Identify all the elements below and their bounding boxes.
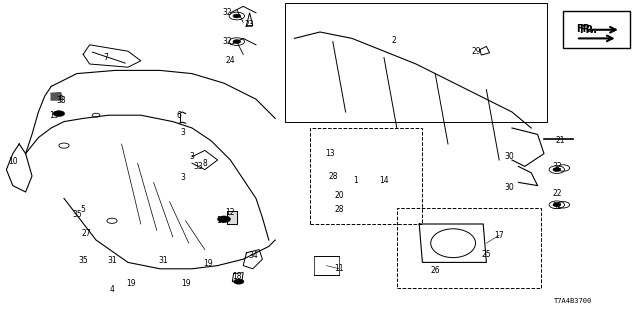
Text: 11: 11 xyxy=(335,264,344,273)
Polygon shape xyxy=(227,211,237,224)
Circle shape xyxy=(233,40,241,44)
Bar xyxy=(310,128,422,224)
Text: 12: 12 xyxy=(226,208,235,217)
Text: 32: 32 xyxy=(552,202,562,211)
Circle shape xyxy=(53,111,65,116)
Circle shape xyxy=(233,14,241,18)
Text: 21: 21 xyxy=(556,136,564,145)
Bar xyxy=(285,3,547,122)
Text: 33: 33 xyxy=(56,96,66,105)
Text: 5: 5 xyxy=(81,205,86,214)
Text: 8: 8 xyxy=(202,159,207,168)
Text: 6: 6 xyxy=(177,111,182,120)
Text: 24: 24 xyxy=(225,56,236,65)
Bar xyxy=(397,208,541,288)
Text: 13: 13 xyxy=(324,149,335,158)
Text: 16: 16 xyxy=(216,216,226,225)
Text: 3: 3 xyxy=(180,173,185,182)
Text: 30: 30 xyxy=(504,183,514,192)
Circle shape xyxy=(218,216,230,222)
Text: 9: 9 xyxy=(58,95,63,104)
Text: 15: 15 xyxy=(49,111,60,120)
Circle shape xyxy=(553,203,561,207)
Text: 34: 34 xyxy=(248,252,258,260)
Text: 20: 20 xyxy=(334,191,344,200)
Text: 4: 4 xyxy=(109,285,115,294)
Text: 14: 14 xyxy=(379,176,389,185)
FancyArrowPatch shape xyxy=(92,52,125,63)
Text: 3: 3 xyxy=(189,152,195,161)
Text: 19: 19 xyxy=(203,260,213,268)
Text: 2: 2 xyxy=(391,36,396,44)
Text: 28: 28 xyxy=(335,205,344,214)
Text: 35: 35 xyxy=(72,210,82,219)
Text: 33: 33 xyxy=(193,162,204,171)
Text: 22: 22 xyxy=(552,189,561,198)
Text: 35: 35 xyxy=(78,256,88,265)
Text: 31: 31 xyxy=(158,256,168,265)
Circle shape xyxy=(553,168,561,172)
Text: 18: 18 xyxy=(232,272,241,281)
Text: 19: 19 xyxy=(180,279,191,288)
Text: 31: 31 xyxy=(107,256,117,265)
Circle shape xyxy=(234,279,244,284)
Text: 28: 28 xyxy=(328,172,337,180)
Text: 23: 23 xyxy=(244,20,255,28)
Text: 27: 27 xyxy=(81,229,92,238)
Text: 32: 32 xyxy=(222,37,232,46)
Text: 10: 10 xyxy=(8,157,18,166)
Text: 3: 3 xyxy=(180,128,185,137)
Text: 29: 29 xyxy=(472,47,482,56)
Text: T7A4B3700: T7A4B3700 xyxy=(554,298,592,304)
Text: 26: 26 xyxy=(430,266,440,275)
Text: 7: 7 xyxy=(103,53,108,62)
Text: 32: 32 xyxy=(222,8,232,17)
Text: 25: 25 xyxy=(481,250,492,259)
Text: FR.: FR. xyxy=(579,25,597,36)
Text: 30: 30 xyxy=(504,152,514,161)
Text: 1: 1 xyxy=(353,176,358,185)
Text: 32: 32 xyxy=(552,162,562,171)
Polygon shape xyxy=(51,93,61,100)
Text: 17: 17 xyxy=(494,231,504,240)
Text: FR.: FR. xyxy=(576,24,594,34)
Text: 19: 19 xyxy=(126,279,136,288)
